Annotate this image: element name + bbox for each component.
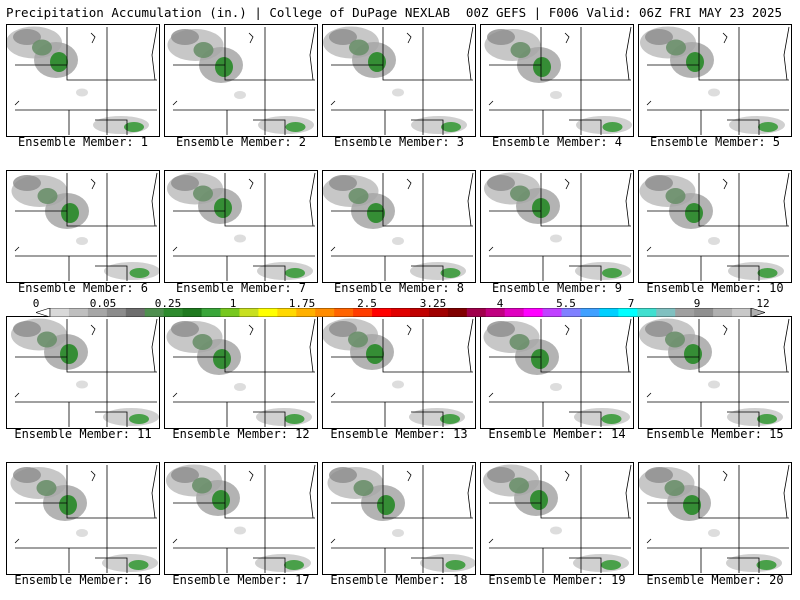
- colorbar-swatch: [315, 308, 335, 317]
- ensemble-member-map: [6, 462, 160, 575]
- ensemble-member-map: [638, 170, 792, 283]
- ensemble-member-map: [638, 462, 792, 575]
- precip-colorbar: [36, 308, 765, 317]
- ensemble-member-map: [6, 24, 160, 137]
- colorbar-swatch: [580, 308, 600, 317]
- colorbar-swatch: [296, 308, 316, 317]
- colorbar-swatch: [50, 308, 70, 317]
- colorbar-tick-label: 0.25: [154, 297, 182, 310]
- ensemble-member-label: Ensemble Member: 4: [491, 135, 623, 149]
- colorbar-swatch: [391, 308, 411, 317]
- ensemble-member-label: Ensemble Member: 10: [646, 281, 784, 295]
- ensemble-member-label: Ensemble Member: 19: [488, 573, 626, 587]
- ensemble-member-map: [164, 24, 318, 137]
- ensemble-member-map: [322, 462, 476, 575]
- ensemble-member-label: Ensemble Member: 18: [330, 573, 468, 587]
- ensemble-member-map: [164, 170, 318, 283]
- ensemble-member-map: [6, 170, 160, 283]
- colorbar-swatch: [599, 308, 619, 317]
- ensemble-member-label: Ensemble Member: 11: [14, 427, 152, 441]
- ensemble-member-label: Ensemble Member: 15: [646, 427, 784, 441]
- ensemble-member-map: [322, 316, 476, 429]
- colorbar-swatch: [694, 308, 714, 317]
- ensemble-member-label: Ensemble Member: 13: [330, 427, 468, 441]
- ensemble-member-label: Ensemble Member: 5: [649, 135, 781, 149]
- colorbar-tick-label: 0.05: [89, 297, 117, 310]
- colorbar-swatch: [561, 308, 581, 317]
- colorbar-tick-label: 7: [627, 297, 635, 310]
- colorbar-swatch: [504, 308, 525, 317]
- colorbar-swatch: [334, 308, 354, 317]
- colorbar-swatch: [409, 308, 430, 317]
- run-valid-time: 00Z GEFS | F006 Valid: 06Z FRI MAY 23 20…: [465, 5, 782, 20]
- colorbar-swatch: [675, 308, 695, 317]
- colorbar-swatch: [201, 308, 222, 317]
- ensemble-member-map: [638, 316, 792, 429]
- colorbar-swatch: [466, 308, 487, 317]
- ensemble-member-label: Ensemble Member: 3: [333, 135, 465, 149]
- colorbar-tick-label: 5.5: [556, 297, 576, 310]
- ensemble-member-map: [322, 170, 476, 283]
- colorbar-swatch: [125, 308, 146, 317]
- ensemble-member-map: [164, 462, 318, 575]
- colorbar-tick-label: 12: [756, 297, 770, 310]
- colorbar-tick-label: 4: [496, 297, 504, 310]
- ensemble-member-label: Ensemble Member: 2: [175, 135, 307, 149]
- ensemble-member-map: [480, 462, 634, 575]
- colorbar-tick-label: 9: [693, 297, 701, 310]
- colorbar-swatch: [144, 308, 165, 317]
- ensemble-member-map: [6, 316, 160, 429]
- colorbar-swatch: [618, 308, 638, 317]
- ensemble-member-label: Ensemble Member: 6: [17, 281, 149, 295]
- colorbar-swatch: [372, 308, 392, 317]
- ensemble-member-label: Ensemble Member: 16: [14, 573, 152, 587]
- ensemble-member-label: Ensemble Member: 8: [333, 281, 465, 295]
- colorbar-swatch: [68, 308, 89, 317]
- colorbar-swatch: [542, 308, 563, 317]
- ensemble-member-map: [480, 24, 634, 137]
- ensemble-member-label: Ensemble Member: 7: [175, 281, 307, 295]
- colorbar-swatch: [637, 308, 657, 317]
- map-title: Precipitation Accumulation (in.) | Colle…: [6, 5, 451, 20]
- colorbar-swatch: [447, 308, 468, 317]
- ensemble-member-label: Ensemble Member: 12: [172, 427, 310, 441]
- ensemble-member-map: [480, 170, 634, 283]
- colorbar-swatch: [182, 308, 203, 317]
- colorbar-tick-label: 1.75: [288, 297, 316, 310]
- colorbar-swatch: [220, 308, 240, 317]
- ensemble-member-label: Ensemble Member: 17: [172, 573, 310, 587]
- ensemble-member-label: Ensemble Member: 14: [488, 427, 626, 441]
- colorbar-swatch: [258, 308, 278, 317]
- ensemble-member-map: [164, 316, 318, 429]
- colorbar-tick-label: 2.5: [357, 297, 377, 310]
- colorbar-swatch: [523, 308, 544, 317]
- colorbar-tick-label: 1: [229, 297, 237, 310]
- colorbar-swatch: [277, 308, 297, 317]
- colorbar-swatch: [163, 308, 184, 317]
- colorbar-swatch: [106, 308, 127, 317]
- ensemble-member-label: Ensemble Member: 9: [491, 281, 623, 295]
- colorbar-tick-label: 3.25: [419, 297, 447, 310]
- colorbar-swatch: [732, 308, 752, 317]
- colorbar-swatch: [656, 308, 676, 317]
- ensemble-member-map: [480, 316, 634, 429]
- colorbar-swatch: [239, 308, 259, 317]
- colorbar-swatch: [485, 308, 506, 317]
- colorbar-swatch: [713, 308, 733, 317]
- ensemble-member-map: [322, 24, 476, 137]
- colorbar-swatch: [428, 308, 449, 317]
- ensemble-member-map: [638, 24, 792, 137]
- ensemble-member-label: Ensemble Member: 1: [17, 135, 149, 149]
- ensemble-member-label: Ensemble Member: 20: [646, 573, 784, 587]
- colorbar-swatch: [87, 308, 108, 317]
- colorbar-swatch: [353, 308, 373, 317]
- colorbar-tick-label: 0: [32, 297, 40, 310]
